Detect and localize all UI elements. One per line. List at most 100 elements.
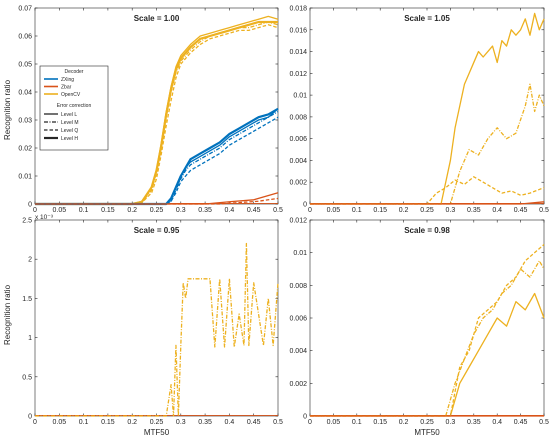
series-line-opencv-dashdot bbox=[35, 242, 279, 417]
x-tick-label: 0.2 bbox=[127, 207, 137, 214]
x-tick-label: 0.25 bbox=[150, 419, 164, 426]
x-tick-label: 0 bbox=[33, 207, 37, 214]
x-tick-label: 0 bbox=[33, 419, 37, 426]
x-tick-label: 0.45 bbox=[247, 207, 261, 214]
y-tick-label: 0.006 bbox=[289, 316, 307, 323]
y-tick-label: 0 bbox=[303, 414, 307, 421]
x-tick-label: 0.3 bbox=[446, 419, 456, 426]
chart-title: Scale = 0.98 bbox=[404, 226, 450, 235]
x-tick-label: 0.25 bbox=[420, 207, 434, 214]
y-tick-label: 0.004 bbox=[289, 348, 307, 355]
y-tick-label: 0.02 bbox=[18, 146, 32, 153]
y-tick-label: 0.03 bbox=[18, 118, 32, 125]
x-axis-label: MTF50 bbox=[414, 428, 440, 437]
legend-title-decoder: Decoder bbox=[65, 69, 84, 75]
y-tick-label: 0.04 bbox=[18, 90, 32, 97]
x-tick-label: 0 bbox=[308, 207, 312, 214]
series-line-opencv-thick bbox=[35, 20, 278, 206]
x-tick-label: 0.15 bbox=[101, 207, 115, 214]
x-tick-label: 0.5 bbox=[539, 207, 549, 214]
y-tick-label: 0.016 bbox=[289, 27, 307, 34]
x-tick-label: 0.4 bbox=[225, 419, 235, 426]
x-tick-label: 0.2 bbox=[127, 419, 137, 426]
y-tick-label: 0.002 bbox=[289, 180, 307, 187]
x-tick-label: 0.1 bbox=[79, 207, 89, 214]
x-tick-label: 0.4 bbox=[492, 207, 502, 214]
x-tick-label: 0.4 bbox=[225, 207, 235, 214]
panels: 0 0.05 0.1 0.15 0.2 0.25 0.3 0.35 0.4 0.45 0.500.0… bbox=[18, 6, 549, 438]
x-tick-label: 0.3 bbox=[176, 207, 186, 214]
series-line-opencv-dashdot bbox=[310, 83, 545, 205]
x-tick-label: 0.35 bbox=[467, 207, 481, 214]
y-tick-label: 0.012 bbox=[289, 71, 307, 78]
y-tick-label: 0.01 bbox=[293, 250, 307, 257]
y-tick-label: 2 bbox=[28, 257, 32, 264]
legend-item-level: Level H bbox=[61, 136, 78, 142]
series-line-opencv-solid bbox=[310, 12, 545, 205]
y-tick-label: 0.008 bbox=[289, 114, 307, 121]
x-tick-label: 0.45 bbox=[247, 419, 261, 426]
x-tick-label: 0.15 bbox=[101, 419, 115, 426]
x-tick-label: 0.35 bbox=[198, 419, 212, 426]
x-tick-label: 0.3 bbox=[446, 207, 456, 214]
x-tick-label: 0.4 bbox=[492, 419, 502, 426]
series-line-opencv-dashed bbox=[35, 24, 279, 205]
legend-item-level: Level L bbox=[61, 112, 77, 118]
y-tick-label: 0.004 bbox=[289, 158, 307, 165]
series-line-zxing-dashed bbox=[35, 116, 279, 205]
legend-item-decoder: Zbar bbox=[61, 85, 72, 91]
x-tick-label: 0.45 bbox=[514, 207, 528, 214]
plot-area bbox=[309, 7, 545, 205]
y-tick-label: 0.018 bbox=[289, 6, 307, 13]
y-tick-label: 0 bbox=[28, 202, 32, 209]
x-tick-label: 0.5 bbox=[273, 207, 283, 214]
x-tick-label: 0.35 bbox=[198, 207, 212, 214]
x-tick-label: 0.05 bbox=[327, 419, 341, 426]
x-tick-label: 0.3 bbox=[176, 419, 186, 426]
y-tick-label: 0.01 bbox=[18, 174, 32, 181]
x-axis-label: MTF50 bbox=[144, 428, 170, 437]
x-tick-label: 0.1 bbox=[352, 207, 362, 214]
y-tick-label: 0.006 bbox=[289, 136, 307, 143]
x-tick-label: 0.1 bbox=[352, 419, 362, 426]
series-line-opencv-solid bbox=[310, 292, 545, 417]
chart-title: Scale = 1.05 bbox=[404, 14, 450, 23]
chart-title: Scale = 1.00 bbox=[134, 14, 180, 23]
x-tick-label: 0.25 bbox=[150, 207, 164, 214]
legend-title-error-correction: Error correction bbox=[57, 103, 92, 109]
y-tick-label: 0.05 bbox=[18, 62, 32, 69]
x-tick-label: 0.2 bbox=[399, 419, 409, 426]
y-tick-label: 0 bbox=[28, 414, 32, 421]
x-tick-label: 0.2 bbox=[399, 207, 409, 214]
x-tick-label: 0.05 bbox=[52, 207, 66, 214]
y-tick-label: 0.01 bbox=[293, 93, 307, 100]
x-tick-label: 0.35 bbox=[467, 419, 481, 426]
y-tick-label: 0.008 bbox=[289, 283, 307, 290]
series-line-opencv-dashdot bbox=[310, 260, 545, 417]
x-tick-label: 0.5 bbox=[539, 419, 549, 426]
series-line-opencv-dashed bbox=[310, 176, 545, 205]
series-line-zxing-thick bbox=[35, 107, 279, 206]
x-tick-label: 0.1 bbox=[79, 419, 89, 426]
y-tick-label: 2.5 bbox=[22, 218, 32, 225]
chart-panel-2: 0 0.05 0.1 0.15 0.2 0.25 0.3 0.35 0.4 0.45 0.5 0 0.0… bbox=[289, 6, 549, 215]
series-line-opencv-dashed bbox=[310, 244, 545, 417]
x-tick-label: 0.05 bbox=[52, 419, 66, 426]
y-tick-label: 0.012 bbox=[289, 218, 307, 225]
x-tick-label: 0.45 bbox=[514, 419, 528, 426]
y-axis-label: Recognition ratio bbox=[3, 284, 12, 345]
y-tick-label: 0.07 bbox=[18, 6, 32, 13]
legend-item-level: Level M bbox=[61, 120, 79, 126]
chart-panel-3: 0 0.05 0.1 0.15 0.2 0.25 0.3 0.35 0.4 0.45 0.5 0 0.5… bbox=[22, 214, 283, 437]
chart-panel-4: 0 0.05 0.1 0.15 0.2 0.25 0.3 0.35 0.4 0.45 0.5 0 0.0… bbox=[289, 218, 549, 438]
y-axis-exponent: x 10⁻³ bbox=[35, 214, 54, 221]
y-tick-label: 0.06 bbox=[18, 34, 32, 41]
x-tick-label: 0 bbox=[308, 419, 312, 426]
y-tick-label: 1 bbox=[28, 335, 32, 342]
x-tick-label: 0.15 bbox=[373, 207, 387, 214]
chart-title: Scale = 0.95 bbox=[134, 226, 180, 235]
x-tick-label: 0.25 bbox=[420, 419, 434, 426]
legend-item-level: Level Q bbox=[61, 128, 78, 134]
series-line-zbar-solid bbox=[310, 201, 545, 205]
